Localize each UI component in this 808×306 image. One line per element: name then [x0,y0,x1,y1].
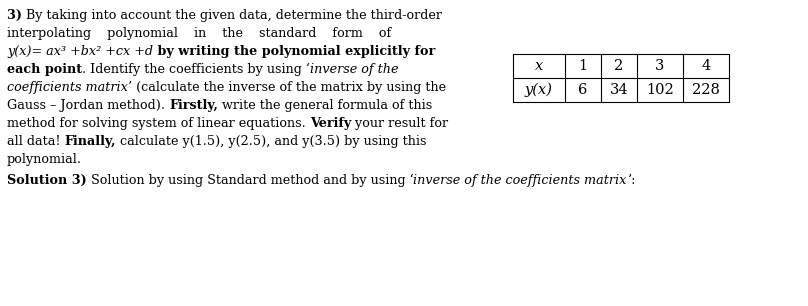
Text: 102: 102 [646,83,674,97]
Text: inverse of the: inverse of the [310,63,398,76]
Text: Solution by using Standard method and by using ‘: Solution by using Standard method and by… [86,174,414,187]
Text: your result for: your result for [351,117,448,130]
Text: inverse of the coefficients matrix: inverse of the coefficients matrix [414,174,627,187]
Text: y(x): y(x) [525,83,553,97]
Text: 1: 1 [579,59,587,73]
Text: x: x [535,59,543,73]
Text: y(x)= ax³ +bx² +cx +d: y(x)= ax³ +bx² +cx +d [7,45,153,58]
Text: all data!: all data! [7,135,65,148]
Text: By taking into account the given data, determine the third-order: By taking into account the given data, d… [27,9,443,22]
Text: coefficients matrix: coefficients matrix [7,81,128,94]
Text: each point: each point [7,63,82,76]
Text: ’:: ’: [627,174,635,187]
Text: polynomial.: polynomial. [7,153,82,166]
Text: 228: 228 [692,83,720,97]
Text: interpolating    polynomial    in    the    standard    form    of: interpolating polynomial in the standard… [7,27,391,40]
Text: ’ (calculate the inverse of the matrix by using the: ’ (calculate the inverse of the matrix b… [128,81,446,94]
Text: 3: 3 [655,59,665,73]
Text: write the general formula of this: write the general formula of this [218,99,432,112]
Text: Gauss – Jordan method).: Gauss – Jordan method). [7,99,169,112]
Text: 3): 3) [7,9,27,22]
Text: Verify: Verify [309,117,351,130]
Text: by writing the polynomial explicitly for: by writing the polynomial explicitly for [153,45,436,58]
Text: 2: 2 [614,59,624,73]
Text: 6: 6 [579,83,587,97]
Text: . Identify the coefficients by using ‘: . Identify the coefficients by using ‘ [82,63,310,76]
Text: method for solving system of linear equations.: method for solving system of linear equa… [7,117,309,130]
Text: Solution 3): Solution 3) [7,174,86,187]
Text: 34: 34 [610,83,629,97]
Text: Finally,: Finally, [65,135,116,148]
Text: Firstly,: Firstly, [169,99,218,112]
Text: 4: 4 [701,59,710,73]
Text: calculate y(1.5), y(2.5), and y(3.5) by using this: calculate y(1.5), y(2.5), and y(3.5) by … [116,135,427,148]
